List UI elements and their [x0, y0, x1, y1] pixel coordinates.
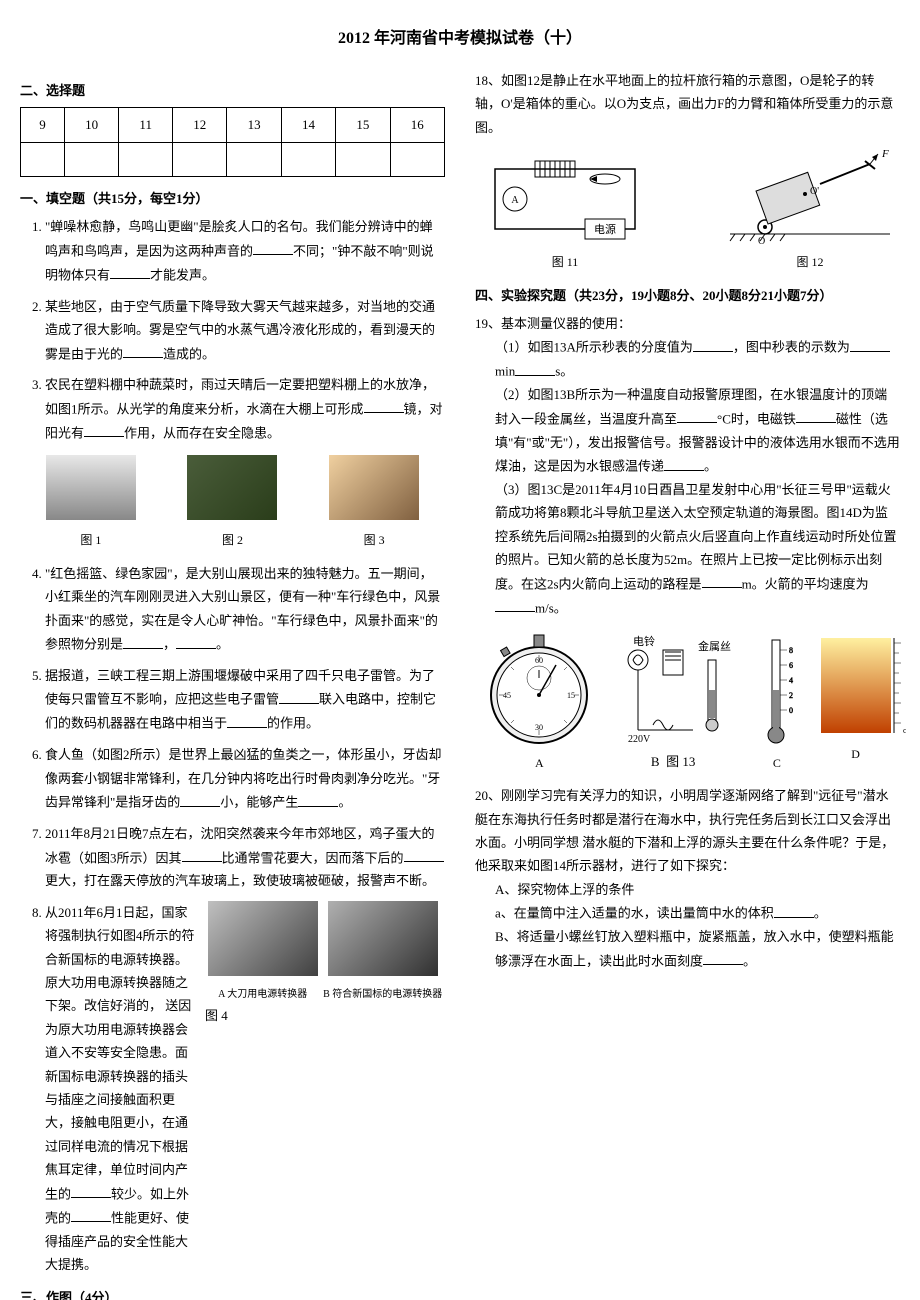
figure-row-3: 60 15 30 45 A 电铃 金属丝 — [475, 630, 900, 775]
q4: "红色摇篮、绿色家园"，是大别山展现出来的独特魅力。五一期间，小红乘坐的汽车刚刚… — [45, 562, 445, 656]
q7: 2011年8月21日晚7点左右，沈阳突然袭来今年市郊地区，鸡子蛋大的冰雹（如图3… — [45, 822, 445, 893]
svg-text:30: 30 — [535, 723, 543, 732]
q1: "蝉噪林愈静，鸟鸣山更幽"是脍炙人口的名句。我们能分辨诗中的蝉鸣声和鸟鸣声，是因… — [45, 215, 445, 286]
rocket-fig: cm D — [821, 638, 891, 765]
q6: 食人鱼（如图2所示）是世界上最凶猛的鱼类之一，体形虽小，牙齿却像两套小钢锯非常锋… — [45, 743, 445, 814]
q8-text: 从2011年6月1日起，国家将强制执行如图4所示的符合新国标的电源转换器。原大功… — [45, 901, 195, 1276]
section3-title: 三、作图（4分） — [20, 1286, 445, 1300]
ans-cell: 13 — [227, 108, 281, 142]
figure-row-2: 电源 A 图 11 O — [475, 149, 900, 274]
labC: C — [752, 753, 802, 775]
fig2: 图 2 — [187, 455, 277, 552]
page-title: 2012 年河南省中考模拟试卷（十） — [20, 25, 900, 54]
egg-photo — [329, 455, 419, 520]
fig4-caption: 图 4 — [205, 1004, 445, 1027]
fig4a-cap: A 大刀用电源转换器 — [208, 986, 318, 1004]
section4-title: 四、实验探究题（共23分，19小题8分、20小题8分21小题7分） — [475, 284, 900, 307]
svg-text:2: 2 — [789, 691, 793, 700]
circuit-diagram: 电源 A — [475, 149, 655, 249]
thermometer-fig: 8 6 4 2 0 C — [752, 630, 802, 775]
q19-2: （2）如图13B所示为一种温度自动报警原理图，在水银温度计的顶端封入一段金属丝，… — [495, 383, 900, 478]
luggage-diagram: O O' F — [720, 149, 900, 249]
fig4b-cap: B 符合新国标的电源转换器 — [323, 986, 442, 1004]
svg-text:A: A — [511, 195, 519, 206]
svg-text:8: 8 — [789, 646, 793, 655]
labB: B — [651, 754, 660, 769]
ans-cell-blank — [21, 142, 65, 176]
svg-text:O': O' — [810, 186, 819, 197]
plug1-photo — [208, 901, 318, 976]
ans-cell: 9 — [21, 108, 65, 142]
answer-table: 9 10 11 12 13 14 15 16 — [20, 107, 445, 177]
q20-B: B、将适量小螺丝钉放入塑料瓶中，旋紧瓶盖，放入水中，使塑料瓶能够漂浮在水面上，读… — [495, 925, 900, 972]
fig2-caption: 图 2 — [187, 530, 277, 552]
plug2-photo — [328, 901, 438, 976]
fig3: 图 3 — [329, 455, 419, 552]
q19-3: （3）图13C是2011年4月10日酉昌卫星发射中心用"长征三号甲"运载火箭成功… — [495, 478, 900, 620]
svg-text:金属丝: 金属丝 — [698, 639, 731, 653]
svg-text:0: 0 — [789, 706, 793, 715]
q19-1: （1）如图13A所示秒表的分度值为，图中秒表的示数为mins。 — [495, 335, 900, 383]
fig1: 图 1 — [46, 455, 136, 552]
figure-row-1: 图 1 图 2 图 3 — [20, 455, 445, 552]
svg-text:cm: cm — [903, 726, 906, 733]
thermometer-icon: 8 6 4 2 0 — [752, 630, 802, 750]
ruler-icon: cm — [891, 638, 906, 733]
fig11: 电源 A 图 11 — [475, 149, 655, 274]
q8: 从2011年6月1日起，国家将强制执行如图4所示的符合新国标的电源转换器。原大功… — [45, 901, 445, 1276]
svg-text:220V: 220V — [628, 734, 651, 745]
labD: D — [821, 744, 891, 766]
ans-cell: 11 — [119, 108, 173, 142]
fig11-caption: 图 11 — [475, 252, 655, 274]
fig1-caption: 图 1 — [46, 530, 136, 552]
q20-head: 20、刚刚学习完有关浮力的知识，小明周学逐渐网络了解到"远征号"潜水艇在东海执行… — [475, 784, 900, 878]
stopwatch-fig: 60 15 30 45 A — [484, 630, 594, 775]
svg-text:电铃: 电铃 — [633, 634, 655, 648]
ans-cell: 10 — [64, 108, 118, 142]
alarm-circuit-icon: 电铃 金属丝 220V — [613, 630, 733, 750]
svg-text:45: 45 — [503, 691, 511, 700]
q20-a1: a、在量筒中注入适量的水，读出量筒中水的体积。 — [495, 901, 900, 925]
stopwatch-icon: 60 15 30 45 — [484, 630, 594, 750]
q19-head: 基本测量仪器的使用： — [501, 316, 631, 331]
alarm-circuit-fig: 电铃 金属丝 220V B 图 13 — [613, 630, 733, 773]
fig12-caption: 图 12 — [720, 252, 900, 274]
svg-text:O: O — [758, 236, 765, 247]
q2: 某些地区，由于空气质量下降导致大雾天气越来越多，对当地的交通造成了很大影响。雾是… — [45, 295, 445, 366]
ans-cell: 15 — [336, 108, 390, 142]
svg-text:4: 4 — [789, 676, 793, 685]
ans-cell: 14 — [281, 108, 335, 142]
q18: 18、如图12是静止在水平地面上的拉杆旅行箱的示意图，O是轮子的转轴，O'是箱体… — [475, 69, 900, 139]
fig3-caption: 图 3 — [329, 530, 419, 552]
fig12: O O' F 图 12 — [720, 149, 900, 274]
ans-cell: 16 — [390, 108, 444, 142]
section1-title: 一、填空题（共15分，每空1分） — [20, 187, 445, 210]
fig4-block: A 大刀用电源转换器 B 符合新国标的电源转换器 图 4 — [205, 901, 445, 1276]
greenhouse-photo — [46, 455, 136, 520]
q5: 据报道，三峡工程三期上游围堰爆破中采用了四千只电子雷管。为了使每只雷管互不影响，… — [45, 664, 445, 735]
q20-A: A、探究物体上浮的条件 — [495, 878, 900, 901]
svg-text:电源: 电源 — [594, 222, 616, 236]
labA: A — [484, 753, 594, 775]
left-column: 二、选择题 9 10 11 12 13 14 15 16 一、填空题（共15分，… — [20, 69, 445, 1300]
svg-text:F: F — [881, 149, 889, 160]
svg-text:60: 60 — [535, 656, 543, 665]
rocket-photo — [821, 638, 891, 733]
fig13-cap: 图 13 — [666, 754, 695, 769]
fish-photo — [187, 455, 277, 520]
ans-cell: 12 — [173, 108, 227, 142]
q3: 农民在塑料棚中种蔬菜时，雨过天晴后一定要把塑料棚上的水放净，如图1所示。从光学的… — [45, 373, 445, 444]
svg-text:6: 6 — [789, 661, 793, 670]
svg-text:15: 15 — [567, 691, 575, 700]
section2-title: 二、选择题 — [20, 79, 445, 102]
right-column: 18、如图12是静止在水平地面上的拉杆旅行箱的示意图，O是轮子的转轴，O'是箱体… — [475, 69, 900, 1300]
